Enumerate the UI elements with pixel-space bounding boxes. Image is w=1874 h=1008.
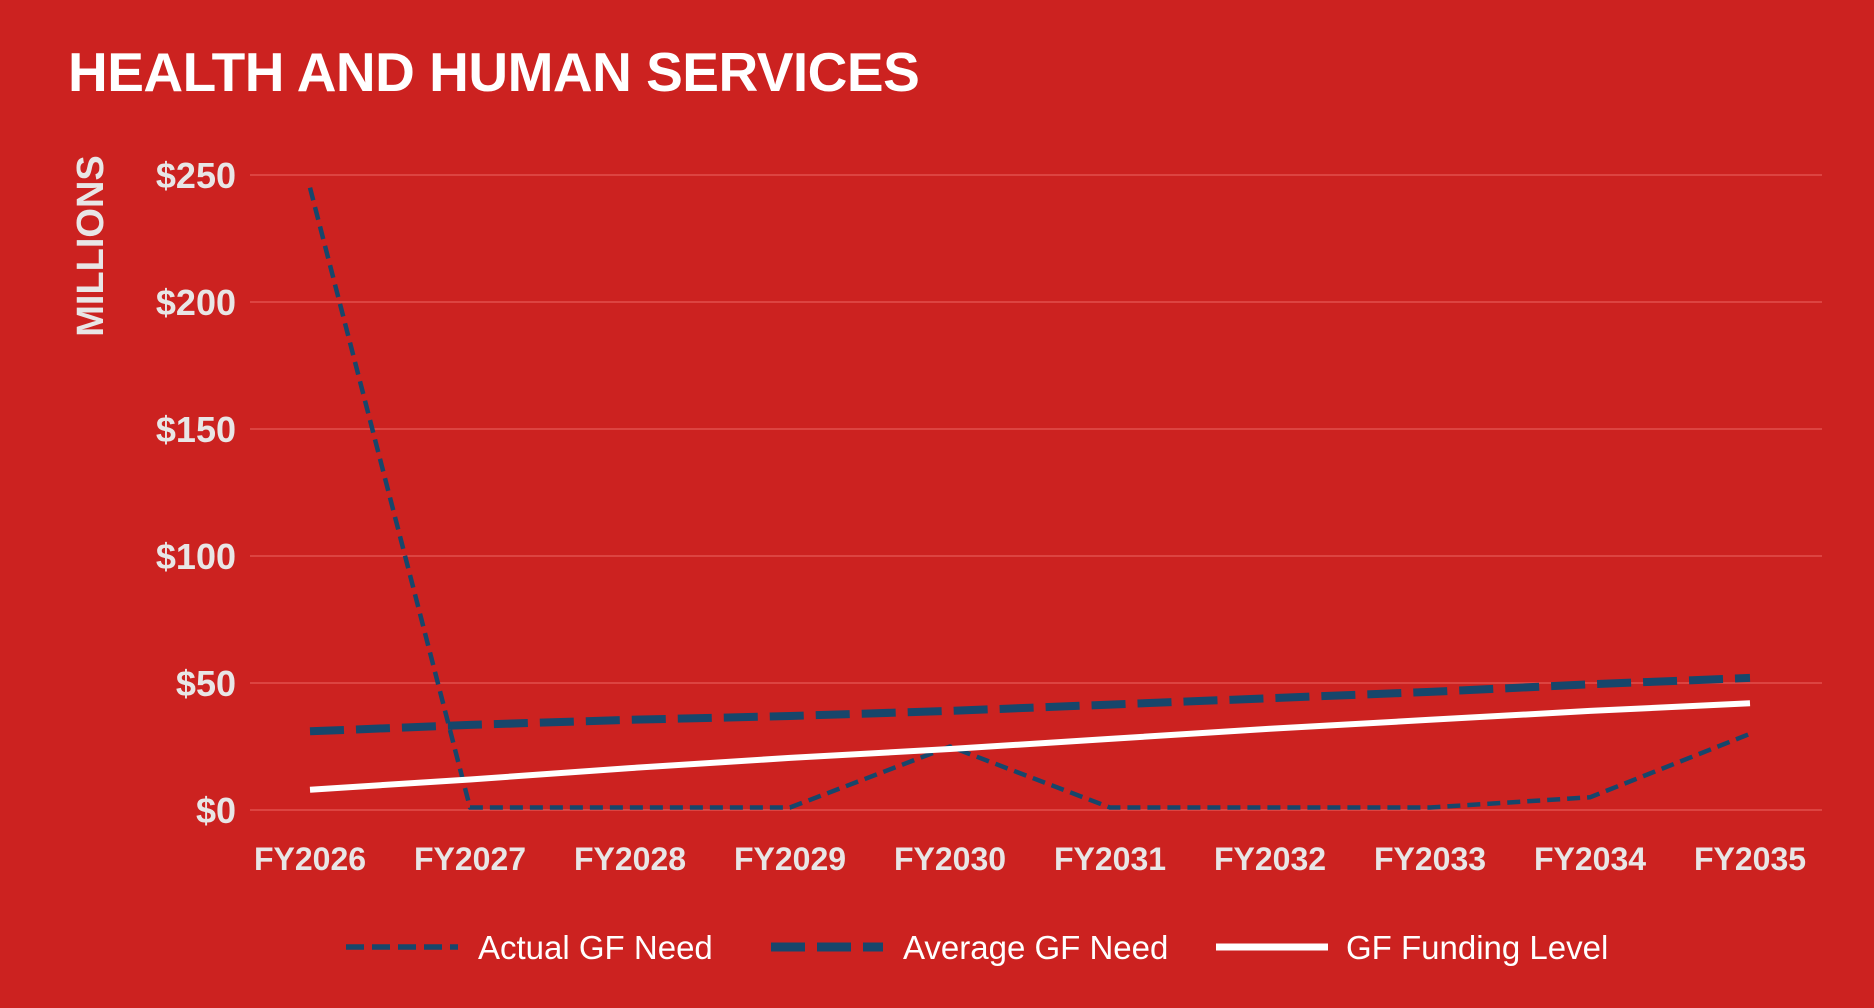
- y-tick-label: $250: [156, 155, 236, 196]
- x-tick-label: FY2027: [414, 841, 526, 877]
- series-line-average-gf-need: [309, 673, 1751, 736]
- y-tick-label: $50: [176, 663, 236, 704]
- x-tick-label: FY2034: [1534, 841, 1646, 877]
- x-axis-ticks: FY2026 FY2027 FY2028 FY2029 FY2030 FY2031 FY20…: [254, 841, 1806, 877]
- x-tick-label: FY2030: [894, 841, 1006, 877]
- x-tick-label: FY2031: [1054, 841, 1166, 877]
- legend-label: GF Funding Level: [1346, 929, 1608, 966]
- series-line-actual-gf-need: [307, 187, 1751, 810]
- y-tick-label: $150: [156, 409, 236, 450]
- x-tick-label: FY2033: [1374, 841, 1486, 877]
- gridlines: [250, 174, 1822, 811]
- chart-title: HEALTH AND HUMAN SERVICES: [68, 41, 920, 103]
- x-tick-label: FY2032: [1214, 841, 1326, 877]
- x-tick-label: FY2026: [254, 841, 366, 877]
- y-axis-label: MILLIONS: [70, 155, 112, 337]
- y-tick-label: $0: [196, 790, 236, 831]
- series-line-gf-funding-level: [309, 700, 1751, 793]
- y-tick-label: $200: [156, 282, 236, 323]
- x-tick-label: FY2029: [734, 841, 846, 877]
- x-tick-label: FY2028: [574, 841, 686, 877]
- series-lines: [307, 187, 1751, 810]
- legend-label: Actual GF Need: [478, 929, 713, 966]
- legend-label: Average GF Need: [903, 929, 1168, 966]
- y-tick-label: $100: [156, 536, 236, 577]
- legend: Actual GF Need Average GF Need GF Funding …: [346, 929, 1608, 966]
- y-axis-ticks: $0 $50 $100 $150 $200 $250: [156, 155, 236, 831]
- x-tick-label: FY2035: [1694, 841, 1806, 877]
